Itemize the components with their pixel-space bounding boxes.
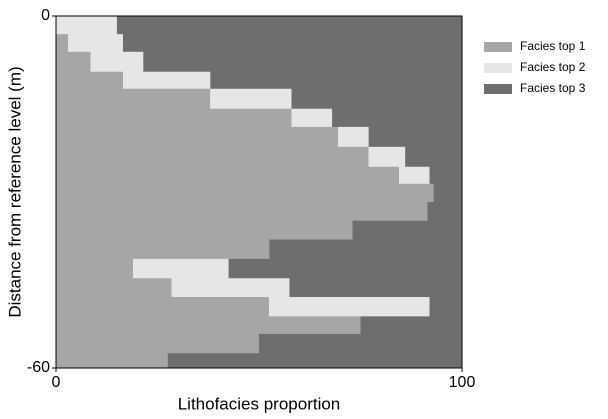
bar-segment [56,34,69,53]
bar-segment [433,183,462,203]
y-axis-label: Distance from reference level (m) [5,66,24,317]
x-tick-label: 0 [52,374,61,391]
bar-segment [368,146,406,168]
bar-segment [56,316,361,335]
bar-segment [143,51,463,73]
bar-segment [210,88,292,110]
y-tick-label: -60 [27,359,50,376]
bar-segment [56,16,117,35]
y-tick-label: 0 [41,7,50,24]
bar-segment [56,258,134,279]
legend-label: Facies top 2 [520,60,586,74]
bar-segment [56,166,400,185]
bar-segment [56,108,292,128]
bar-segment [122,71,211,90]
bar-segment [352,220,462,241]
legend-swatch [484,84,512,94]
bar-segment [269,239,462,260]
bar-segment [291,108,333,128]
bar-segment [405,146,462,168]
bar-segment [56,126,339,148]
bar-segment [56,353,168,369]
bar-segment [56,51,91,73]
bar-segment [429,166,462,185]
bar-segment [399,166,430,185]
bar-segment [167,353,462,369]
bar-segment [210,71,462,90]
bar-segment [360,316,462,335]
bar-segment [332,108,462,128]
plot-frame [55,15,463,369]
legend-swatch [484,42,512,52]
legend-swatch [484,63,512,73]
bar-segment [171,278,290,298]
legend-label: Facies top 3 [520,81,586,95]
bar-segment [90,51,144,73]
bar-segment [133,258,229,279]
x-tick-label: 100 [449,374,476,391]
bar-segment [56,146,369,168]
bar-segment [368,126,462,148]
bar-segment [338,126,369,148]
bar-segment [68,34,123,53]
legend-label: Facies top 1 [520,39,586,53]
bar-segment [56,183,434,203]
bar-segment [56,220,353,241]
bar-segment [429,297,462,317]
bar-segment [228,258,462,279]
bar-segment [291,88,462,110]
bar-segment [259,333,462,354]
bar-segment [269,297,430,317]
bar-segment [56,278,172,298]
bar-segment [427,201,462,222]
bar-segment [56,201,428,222]
bar-segment [56,333,259,354]
bar-segment [56,239,270,260]
bar-segment [56,297,270,317]
bar-segment [122,34,463,53]
bar-segment [116,16,463,35]
x-axis-label: Lithofacies proportion [178,394,341,413]
bar-segment [56,71,123,90]
bar-segment [289,278,462,298]
bar-segment [56,88,211,110]
